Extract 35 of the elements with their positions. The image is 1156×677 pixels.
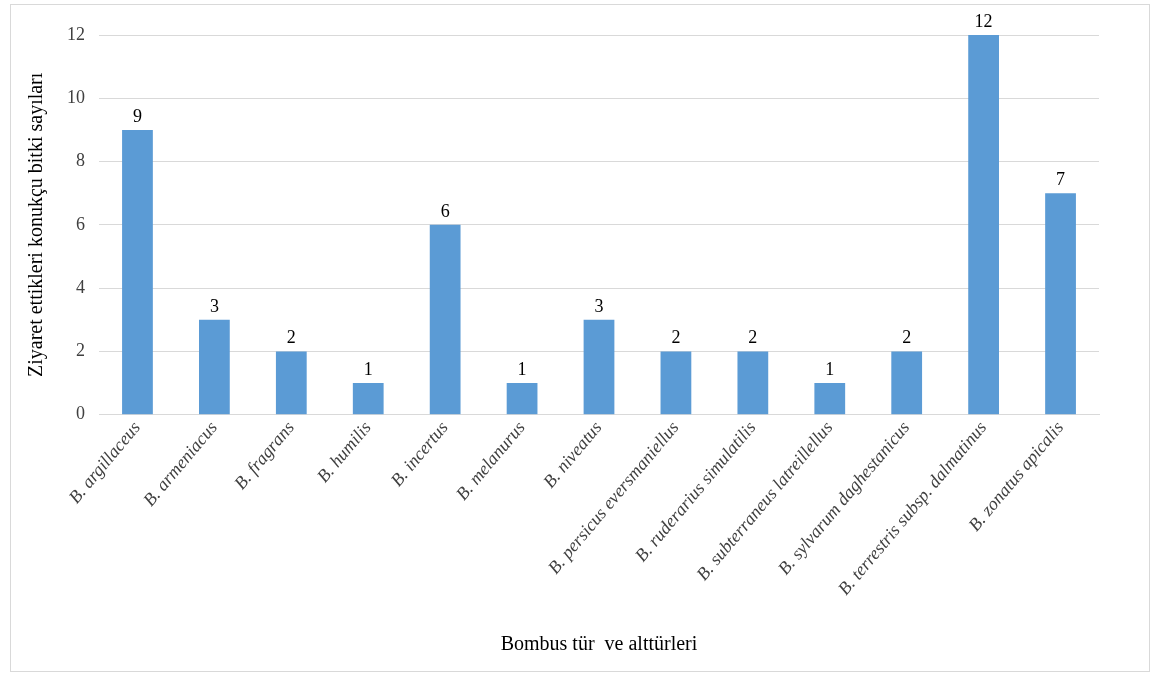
data-label: 2: [748, 327, 758, 348]
data-label: 2: [671, 327, 681, 348]
bar: [891, 351, 923, 415]
data-label: 2: [286, 327, 296, 348]
data-label: 7: [1056, 168, 1066, 189]
data-label: 1: [363, 358, 373, 379]
data-label: 9: [132, 105, 142, 126]
data-label: 2: [902, 327, 912, 348]
data-label: 1: [825, 358, 835, 379]
bar: [583, 319, 615, 415]
bar: [506, 383, 538, 415]
x-axis-title: Bombus tür ve alttürleri: [500, 632, 698, 655]
y-tick-label: 6: [76, 213, 85, 234]
data-label: 3: [209, 295, 219, 316]
y-tick-label: 12: [67, 23, 85, 44]
y-tick-label: 2: [76, 340, 85, 361]
bar: [199, 319, 230, 415]
data-label: 3: [594, 295, 604, 316]
y-axis-title: Ziyaret ettikleri konukçu bitki sayıları: [24, 72, 48, 378]
bar: [660, 351, 692, 415]
bar: [352, 383, 384, 415]
bar: [814, 383, 846, 415]
bar: [122, 129, 153, 415]
bar: [968, 35, 999, 415]
y-tick-label: 4: [76, 276, 85, 297]
y-tick-label: 0: [76, 403, 85, 424]
bar: [1045, 193, 1076, 415]
bar: [275, 351, 307, 415]
y-tick-label: 8: [76, 150, 85, 171]
data-label: 12: [974, 10, 993, 31]
y-tick-label: 10: [67, 87, 85, 108]
bar: [737, 351, 769, 415]
data-label: 1: [517, 358, 527, 379]
data-label: 6: [440, 200, 450, 221]
bar: [429, 224, 461, 415]
